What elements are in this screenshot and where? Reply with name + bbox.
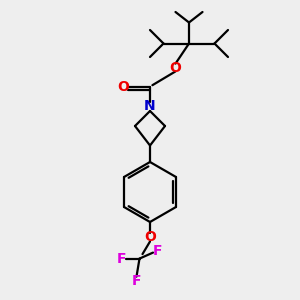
Text: O: O <box>169 61 181 74</box>
Text: O: O <box>117 80 129 94</box>
Text: F: F <box>117 252 126 266</box>
Text: O: O <box>144 230 156 244</box>
Text: F: F <box>153 244 162 258</box>
Text: F: F <box>132 274 141 288</box>
Text: N: N <box>144 100 156 113</box>
